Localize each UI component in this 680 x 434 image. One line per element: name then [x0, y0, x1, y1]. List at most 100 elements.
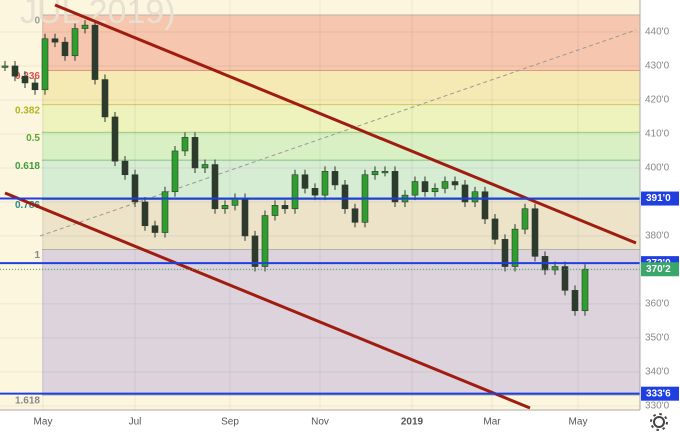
candle — [21, 75, 29, 84]
x-tick-label: 2019 — [401, 417, 424, 428]
candle — [311, 188, 319, 196]
candle — [191, 137, 199, 169]
gear-teeth[interactable] — [650, 413, 668, 431]
fib-band — [42, 249, 640, 396]
x-tick-label: Mar — [483, 417, 501, 428]
right-axis — [640, 0, 680, 434]
y-tick-label: 430'0 — [645, 61, 670, 72]
candle — [261, 215, 269, 267]
candle — [61, 41, 69, 57]
candle — [301, 174, 309, 189]
candle — [291, 174, 299, 210]
x-tick-label: May — [569, 417, 588, 428]
fib-band — [42, 14, 640, 71]
candle — [41, 38, 49, 91]
candle — [371, 171, 379, 176]
candle — [391, 171, 399, 203]
fib-label: 0.618 — [15, 161, 40, 172]
x-tick-label: May — [34, 417, 53, 428]
y-tick-label: 380'0 — [645, 231, 670, 242]
candle — [441, 181, 449, 189]
candle — [511, 228, 519, 267]
level-label: 391'0 — [646, 193, 671, 204]
candle — [111, 116, 119, 162]
x-tick-label: Sep — [221, 417, 239, 428]
fib-label: 0 — [34, 16, 40, 27]
x-tick-label: Jul — [129, 417, 142, 428]
y-tick-label: 420'0 — [645, 95, 670, 106]
x-tick-label: Nov — [311, 417, 329, 428]
candle — [331, 171, 339, 186]
candle — [51, 38, 59, 43]
candle — [431, 188, 439, 193]
level-label: 333'6 — [646, 388, 671, 399]
candle — [381, 171, 389, 174]
settings-icon[interactable] — [650, 413, 668, 431]
candle — [521, 208, 529, 230]
candle — [271, 205, 279, 216]
candle — [31, 82, 39, 91]
candle — [121, 160, 129, 176]
y-tick-label: 360'0 — [645, 299, 670, 310]
channel-lower — [4, 191, 531, 410]
candle — [461, 184, 469, 203]
candle — [571, 290, 579, 312]
gear[interactable] — [653, 416, 665, 428]
candle — [561, 266, 569, 291]
last-label: 370'2 — [646, 264, 671, 275]
fib-band — [42, 104, 640, 133]
fib-band — [42, 160, 640, 200]
fib-label: 1.618 — [15, 396, 40, 407]
y-tick-label: 410'0 — [645, 129, 670, 140]
candle — [81, 24, 89, 29]
candle — [471, 191, 479, 203]
candle — [91, 24, 99, 80]
fib-label: 1 — [34, 250, 40, 261]
candle — [151, 225, 159, 233]
candle — [411, 181, 419, 196]
candle — [171, 150, 179, 193]
candle — [501, 239, 509, 267]
candle — [491, 218, 499, 240]
y-tick-label: 350'0 — [645, 333, 670, 344]
candle — [231, 198, 239, 206]
candle — [101, 79, 109, 118]
y-tick-label: 440'0 — [645, 27, 670, 38]
candle — [201, 164, 209, 169]
fib-label: 0.382 — [15, 105, 40, 116]
y-tick-label: 340'0 — [645, 367, 670, 378]
candle — [551, 266, 559, 271]
candle — [421, 181, 429, 193]
last-tag — [641, 262, 679, 277]
fib-band — [42, 70, 640, 105]
candle — [131, 174, 139, 203]
candle — [221, 205, 229, 210]
fib-label: 0.5 — [26, 133, 40, 144]
fib-band — [42, 132, 640, 161]
level-tag — [641, 191, 679, 206]
fib-label: 0.786 — [15, 200, 40, 211]
candle — [321, 171, 329, 196]
trend-line — [39, 29, 637, 237]
candle — [341, 184, 349, 210]
candle — [351, 208, 359, 223]
candle — [1, 65, 9, 68]
candle — [581, 268, 589, 312]
candle — [161, 191, 169, 233]
candle — [251, 235, 259, 267]
candle — [211, 164, 219, 210]
candle — [71, 28, 79, 57]
candle — [141, 201, 149, 227]
candle — [11, 65, 19, 77]
y-tick-label: 400'0 — [645, 163, 670, 174]
fib-band — [42, 199, 640, 250]
y-tick-label: 330'0 — [645, 401, 670, 412]
candle — [181, 137, 189, 152]
candle — [451, 181, 459, 186]
candle — [241, 198, 249, 237]
candle — [281, 205, 289, 210]
channel-upper — [54, 3, 637, 245]
candle — [481, 191, 489, 220]
bottom-axis — [0, 410, 640, 434]
